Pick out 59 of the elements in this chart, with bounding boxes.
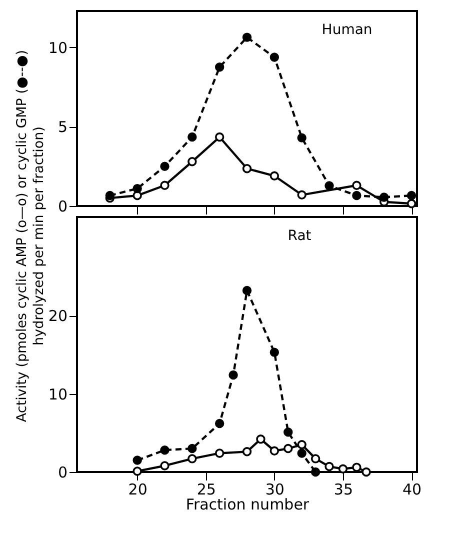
y-axis-title: Activity (pmoles cyclic AMP (o—o) or cyclic GMP (●--●) hydrolyzed per min per fraction) xyxy=(14,50,47,422)
y-tick-label: 20 xyxy=(48,307,68,326)
point xyxy=(270,446,280,456)
point xyxy=(362,467,371,477)
point xyxy=(352,180,362,190)
point xyxy=(214,132,224,142)
x-tick-label: 30 xyxy=(265,480,284,498)
point xyxy=(352,190,362,200)
annotation: Rat xyxy=(288,228,312,244)
point xyxy=(270,52,280,62)
point xyxy=(406,190,416,200)
point xyxy=(242,447,252,456)
point xyxy=(160,162,170,171)
y-tick-label: 10 xyxy=(48,385,68,404)
point xyxy=(242,164,252,174)
point xyxy=(338,464,348,474)
y-tick-label: 10 xyxy=(48,38,68,57)
point xyxy=(132,466,142,476)
point xyxy=(270,348,280,357)
point xyxy=(324,181,334,190)
point xyxy=(270,171,280,180)
x-tick-label: 25 xyxy=(196,480,216,498)
point xyxy=(160,461,170,470)
annotation: Human xyxy=(322,22,372,38)
y-tick-label: 0 xyxy=(58,198,68,216)
y-tick-label: 0 xyxy=(58,464,68,482)
point xyxy=(242,32,252,42)
point xyxy=(297,440,306,450)
point xyxy=(284,444,293,454)
point xyxy=(297,133,306,142)
x-tick-label: 40 xyxy=(402,480,422,498)
point xyxy=(297,190,306,200)
point xyxy=(188,157,197,166)
point xyxy=(297,448,306,458)
point xyxy=(228,370,238,380)
point xyxy=(352,462,362,472)
point xyxy=(379,192,389,202)
point xyxy=(310,467,320,477)
point xyxy=(406,199,416,208)
point xyxy=(256,434,266,444)
point xyxy=(132,184,142,194)
point xyxy=(188,444,197,454)
point xyxy=(214,62,224,72)
point xyxy=(310,454,320,464)
point xyxy=(160,180,170,190)
y-tick-label: 5 xyxy=(58,118,68,136)
point xyxy=(284,428,293,437)
point xyxy=(214,418,224,428)
point xyxy=(242,286,252,296)
x-axis-title: Fraction number xyxy=(186,496,310,514)
point xyxy=(105,190,115,200)
point xyxy=(324,462,334,472)
point xyxy=(132,456,142,465)
x-tick-label: 20 xyxy=(128,480,148,498)
x-tick-label: 35 xyxy=(334,480,354,498)
point xyxy=(160,445,170,455)
point xyxy=(214,448,224,458)
point xyxy=(188,132,197,142)
point xyxy=(188,454,197,464)
